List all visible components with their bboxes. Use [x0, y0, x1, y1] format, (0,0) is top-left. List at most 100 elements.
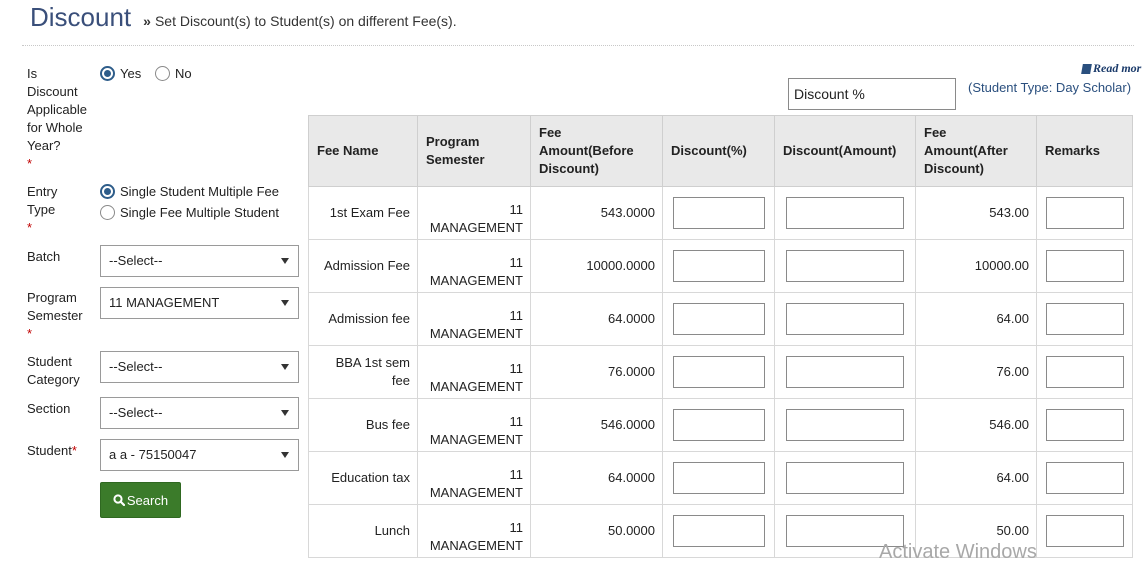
discount-type-value: Discount %: [794, 86, 865, 102]
remarks-input[interactable]: [1045, 303, 1124, 335]
col-fee-before: Fee Amount(Before Discount): [530, 115, 663, 187]
required-marker: *: [27, 326, 33, 341]
col-fee-name: Fee Name: [308, 115, 418, 187]
batch-select-value: --Select--: [109, 253, 163, 268]
discount-pct-cell: [662, 186, 775, 240]
header-divider: [22, 45, 1134, 46]
discount-amt-cell: [774, 239, 916, 293]
ps-name: MANAGEMENT: [429, 220, 523, 235]
discount-amount-input[interactable]: [786, 409, 904, 441]
fee-before-cell: 64.0000: [530, 451, 663, 505]
discount-amount-input[interactable]: [786, 462, 904, 494]
fee-before-cell: 10000.0000: [530, 239, 663, 293]
student-category-label: Student Category: [27, 353, 80, 389]
col-fee-before-line: Amount(Before: [539, 143, 634, 158]
discount-type-field[interactable]: Discount %: [788, 78, 956, 110]
remarks-input[interactable]: [1045, 250, 1124, 282]
remarks-input[interactable]: [1045, 515, 1124, 547]
discount-pct-input[interactable]: [672, 197, 765, 229]
student-type-text: (Student Type: Day Scholar): [968, 80, 1132, 95]
col-fee-after-line: Discount): [924, 161, 984, 176]
discount-pct-cell: [662, 345, 775, 399]
whole-year-yes[interactable]: Yes: [100, 66, 141, 81]
col-fee-after: Fee Amount(After Discount): [915, 115, 1037, 187]
fee-after-cell: 64.00: [915, 292, 1037, 346]
discount-amt-cell: [774, 186, 916, 240]
whole-year-label-line: Is: [27, 66, 38, 81]
col-discount-amt: Discount(Amount): [774, 115, 916, 187]
program-semester-cell: 11 MANAGEMENT: [417, 345, 531, 399]
program-semester-label: Program Semester *: [27, 289, 83, 343]
ps-name: MANAGEMENT: [429, 326, 523, 341]
ps-name: MANAGEMENT: [429, 379, 523, 394]
entry-type-single-student[interactable]: Single Student Multiple Fee: [100, 184, 279, 199]
fee-table: Fee Name Program Semester Fee Amount(Bef…: [308, 115, 1133, 558]
table-row: Education tax 11 MANAGEMENT 64.0000 64.00: [308, 451, 1133, 505]
col-program-semester: Program Semester: [417, 115, 531, 187]
program-semester-cell: 11 MANAGEMENT: [417, 504, 531, 558]
radio-yes-label: Yes: [120, 66, 142, 81]
remarks-input[interactable]: [1045, 356, 1124, 388]
discount-pct-input[interactable]: [672, 356, 765, 388]
ps-name: MANAGEMENT: [429, 538, 523, 553]
remarks-cell: [1036, 398, 1133, 452]
discount-pct-input[interactable]: [672, 250, 765, 282]
search-icon: [113, 494, 125, 506]
section-label: Section: [27, 401, 71, 416]
discount-amount-input[interactable]: [786, 197, 904, 229]
fee-after-cell: 64.00: [915, 451, 1037, 505]
discount-pct-cell: [662, 398, 775, 452]
entry-type-single-fee[interactable]: Single Fee Multiple Student: [100, 205, 279, 220]
discount-amount-input[interactable]: [786, 515, 904, 547]
discount-amount-input[interactable]: [786, 250, 904, 282]
discount-amount-input[interactable]: [786, 356, 904, 388]
search-button[interactable]: Search: [100, 482, 181, 518]
program-semester-cell: 11 MANAGEMENT: [417, 292, 531, 346]
discount-pct-input[interactable]: [672, 409, 765, 441]
fee-after-cell: 546.00: [915, 398, 1037, 452]
chevron-down-icon: [281, 410, 289, 416]
table-row: Admission fee 11 MANAGEMENT 64.0000 64.00: [308, 292, 1133, 346]
table-row: Bus fee 11 MANAGEMENT 546.0000 546.00: [308, 398, 1133, 452]
student-select[interactable]: a a - 75150047: [100, 439, 299, 471]
program-semester-cell: 11 MANAGEMENT: [417, 239, 531, 293]
col-program-semester-line: Program: [426, 134, 480, 149]
remarks-input[interactable]: [1045, 197, 1124, 229]
radio-yes[interactable]: [100, 66, 115, 81]
discount-amount-input[interactable]: [786, 303, 904, 335]
col-discount-pct: Discount(%): [662, 115, 775, 187]
section-select-value: --Select--: [109, 405, 163, 420]
program-semester-select[interactable]: 11 MANAGEMENT: [100, 287, 299, 319]
read-more-link[interactable]: Read mor: [1081, 61, 1142, 76]
col-program-semester-line: Semester: [426, 152, 485, 167]
read-more-label: Read mor: [1093, 61, 1142, 75]
entry-type-label-line: Type: [27, 202, 56, 217]
student-category-select-value: --Select--: [109, 359, 163, 374]
ps-number: 11: [509, 308, 524, 323]
radio-single-fee[interactable]: [100, 205, 115, 220]
fee-name-cell: Education tax: [308, 451, 418, 505]
required-marker: *: [27, 156, 33, 171]
batch-select[interactable]: --Select--: [100, 245, 299, 277]
discount-pct-cell: [662, 504, 775, 558]
fee-before-cell: 543.0000: [530, 186, 663, 240]
batch-label: Batch: [27, 249, 61, 264]
fee-name-cell: Admission Fee: [308, 239, 418, 293]
discount-pct-input[interactable]: [672, 515, 765, 547]
discount-pct-input[interactable]: [672, 303, 765, 335]
whole-year-no[interactable]: No: [155, 66, 192, 81]
entry-type-label: Entry Type *: [27, 183, 57, 237]
section-select[interactable]: --Select--: [100, 397, 299, 429]
radio-no[interactable]: [155, 66, 170, 81]
required-marker: *: [71, 443, 77, 458]
discount-pct-input[interactable]: [672, 462, 765, 494]
required-marker: *: [27, 220, 33, 235]
program-semester-label-line: Semester: [27, 308, 83, 323]
radio-single-student[interactable]: [100, 184, 115, 199]
student-category-select[interactable]: --Select--: [100, 351, 299, 383]
ps-number: 11: [509, 361, 524, 376]
fee-after-cell: 76.00: [915, 345, 1037, 399]
remarks-input[interactable]: [1045, 462, 1124, 494]
remarks-input[interactable]: [1045, 409, 1124, 441]
radio-no-label: No: [175, 66, 192, 81]
